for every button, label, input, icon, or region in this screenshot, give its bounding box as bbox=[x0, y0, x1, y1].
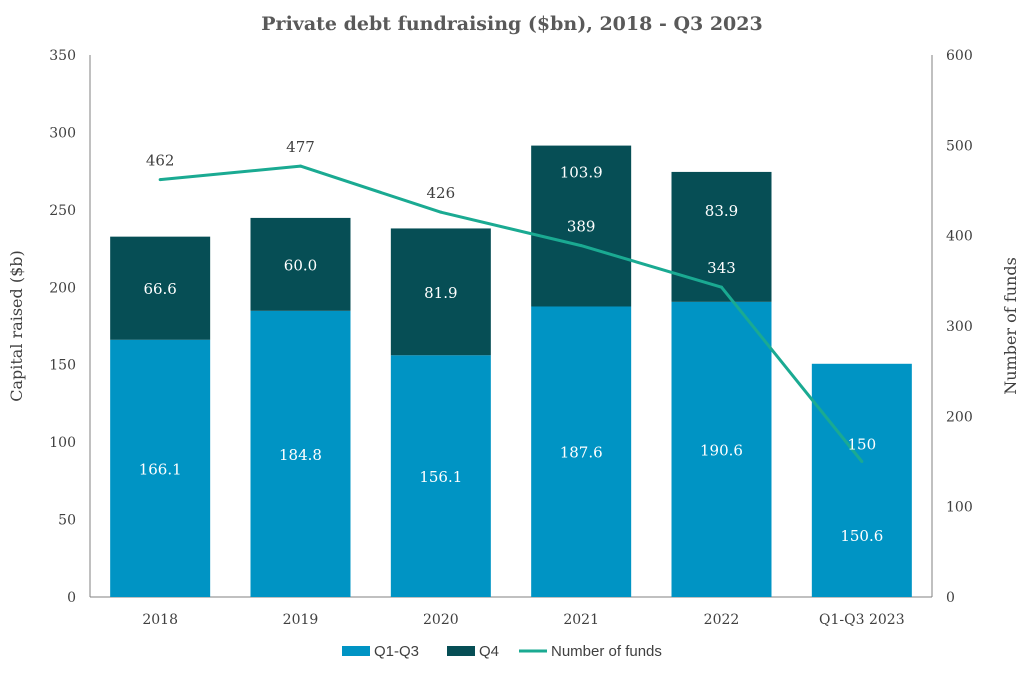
funds-point bbox=[579, 244, 583, 248]
bar-q4-label: 81.9 bbox=[424, 284, 457, 302]
funds-point bbox=[299, 164, 302, 168]
legend-label-q4: Q4 bbox=[479, 643, 499, 660]
bar-q1q3 bbox=[811, 363, 912, 597]
bar-q4-label: 83.9 bbox=[705, 202, 738, 220]
y-tick-label: 250 bbox=[49, 203, 76, 219]
y-tick-label: 0 bbox=[67, 590, 76, 606]
funds-label: 426 bbox=[427, 184, 456, 202]
funds-label: 389 bbox=[567, 218, 596, 236]
funds-point bbox=[158, 178, 162, 182]
bar-q1q3 bbox=[531, 306, 632, 597]
bar-q4-label: 66.6 bbox=[143, 280, 176, 298]
legend: Q1-Q3 Q4 Number of funds bbox=[342, 643, 662, 660]
y2-tick-label: 500 bbox=[946, 138, 973, 154]
bar-q4 bbox=[390, 228, 491, 356]
x-tick-label: 2021 bbox=[563, 612, 599, 628]
y-tick-label: 200 bbox=[49, 280, 76, 296]
axes: 0 50 100 150 200 250 300 350 0 100 200 300 400 500 600… bbox=[49, 48, 972, 628]
y2-axis-label: Number of funds bbox=[1001, 257, 1020, 395]
legend-label-funds: Number of funds bbox=[551, 643, 662, 660]
chart-title: Private debt fundraising ($bn), 2018 - Q… bbox=[261, 13, 762, 35]
y2-tick-label: 0 bbox=[946, 590, 955, 606]
funds-label: 343 bbox=[707, 259, 736, 277]
bars bbox=[110, 145, 912, 597]
y2-tick-label: 200 bbox=[946, 409, 973, 425]
bar-q4 bbox=[110, 236, 211, 340]
funds-label: 150 bbox=[848, 436, 877, 454]
bar-q4 bbox=[671, 171, 772, 302]
labels-layer: 166.1 66.6 184.8 60.0 156.1 81.9 187.6 103.9 190… bbox=[139, 138, 884, 545]
funds-point bbox=[720, 285, 723, 289]
bar-q1q3-label: 184.8 bbox=[279, 446, 322, 464]
bar-q1q3 bbox=[110, 339, 211, 597]
bar-q1q3-label: 156.1 bbox=[419, 468, 462, 486]
y-tick-label: 350 bbox=[49, 48, 76, 64]
bar-q4 bbox=[531, 145, 632, 307]
y-tick-label: 150 bbox=[49, 358, 76, 374]
y2-tick-label: 300 bbox=[946, 319, 973, 335]
x-tick-label: 2022 bbox=[704, 612, 740, 628]
legend-label-q1q3: Q1-Q3 bbox=[374, 643, 419, 660]
bar-q4-label: 60.0 bbox=[284, 256, 317, 274]
bar-q4-label: 103.9 bbox=[560, 164, 603, 182]
line-layer bbox=[158, 164, 864, 463]
funds-point bbox=[860, 460, 864, 463]
y-tick-label: 50 bbox=[58, 513, 76, 529]
y2-tick-label: 400 bbox=[946, 229, 973, 245]
bar-q1q3-label: 166.1 bbox=[139, 460, 182, 478]
funds-label: 477 bbox=[286, 138, 315, 156]
y2-tick-label: 600 bbox=[946, 48, 973, 64]
bar-q1q3 bbox=[250, 310, 351, 597]
y-tick-label: 100 bbox=[49, 435, 76, 451]
x-tick-label: 2018 bbox=[142, 612, 178, 628]
y-axis-label: Capital raised ($b) bbox=[7, 250, 26, 402]
bar-q1q3-label: 187.6 bbox=[560, 444, 603, 462]
y2-tick-label: 100 bbox=[946, 500, 973, 516]
funds-point bbox=[439, 210, 443, 214]
legend-swatch-q1q3 bbox=[342, 646, 370, 656]
x-tick-label: 2020 bbox=[423, 612, 459, 628]
bar-q1q3 bbox=[671, 301, 772, 597]
x-tick-label: 2019 bbox=[283, 612, 319, 628]
legend-swatch-q4 bbox=[447, 646, 475, 656]
funds-line bbox=[160, 164, 864, 463]
bar-q1q3-label: 190.6 bbox=[700, 441, 743, 459]
bar-q1q3-label: 150.6 bbox=[840, 527, 883, 545]
x-tick-label: Q1-Q3 2023 bbox=[819, 612, 905, 628]
bar-q4 bbox=[250, 217, 351, 311]
funds-label: 462 bbox=[146, 152, 175, 170]
bar-q1q3 bbox=[390, 355, 491, 597]
y-tick-label: 300 bbox=[49, 125, 76, 141]
